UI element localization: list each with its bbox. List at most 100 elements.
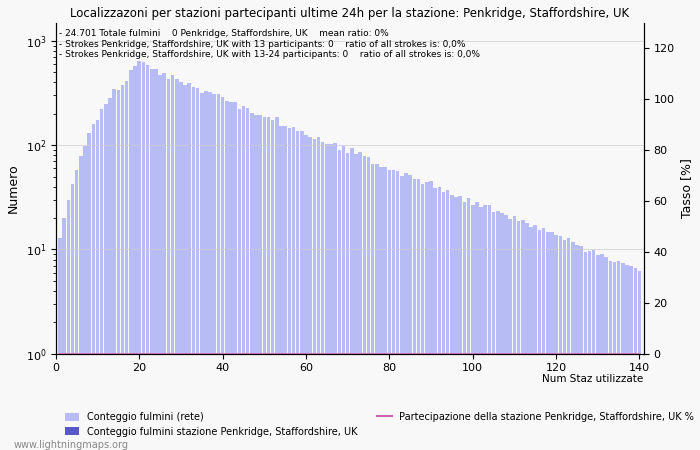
Bar <box>200 94 204 450</box>
Bar <box>425 182 428 450</box>
Bar <box>480 207 483 450</box>
Bar <box>529 227 533 450</box>
Bar <box>117 90 120 450</box>
Bar <box>504 215 508 450</box>
Text: Num Staz utilizzate: Num Staz utilizzate <box>542 374 644 384</box>
Bar <box>517 221 520 450</box>
Bar <box>125 81 129 450</box>
Bar <box>542 228 545 450</box>
Bar <box>400 176 404 450</box>
Bar <box>62 218 66 450</box>
Bar <box>271 120 274 450</box>
Bar <box>262 117 266 450</box>
Bar <box>429 181 433 450</box>
Bar <box>188 83 191 450</box>
Bar <box>100 109 104 450</box>
Bar <box>358 152 362 450</box>
Bar <box>450 195 454 450</box>
Bar <box>88 133 91 450</box>
Bar <box>229 102 232 450</box>
Bar <box>162 73 166 450</box>
Bar <box>321 143 324 450</box>
Bar <box>471 206 475 450</box>
Bar <box>83 146 87 450</box>
Bar <box>158 76 162 450</box>
Bar <box>412 180 416 450</box>
Bar <box>167 79 170 450</box>
Bar <box>246 108 249 450</box>
Bar <box>488 205 491 450</box>
Bar <box>183 85 187 450</box>
Bar <box>241 106 245 450</box>
Bar <box>559 236 562 450</box>
Bar <box>371 164 374 450</box>
Bar <box>617 261 620 450</box>
Bar <box>267 117 270 450</box>
Bar <box>316 137 321 450</box>
Bar <box>580 246 583 450</box>
Bar <box>629 266 633 450</box>
Bar <box>363 156 366 450</box>
Bar <box>458 196 462 450</box>
Bar <box>538 230 541 450</box>
Bar <box>296 131 300 450</box>
Bar <box>325 144 328 450</box>
Bar <box>304 135 308 450</box>
Bar <box>375 164 379 450</box>
Bar <box>492 212 496 450</box>
Bar <box>279 126 283 450</box>
Bar <box>596 354 600 450</box>
Bar <box>604 257 608 450</box>
Bar <box>608 261 612 450</box>
Bar <box>621 263 624 450</box>
Bar <box>220 97 225 450</box>
Bar <box>475 202 479 450</box>
Bar <box>204 91 208 450</box>
Bar <box>438 187 441 450</box>
Bar <box>367 157 370 450</box>
Bar <box>292 126 295 450</box>
Bar <box>171 75 174 450</box>
Bar <box>133 66 136 450</box>
Bar <box>104 104 108 450</box>
Bar <box>484 205 487 450</box>
Bar <box>217 94 220 450</box>
Bar <box>396 171 400 450</box>
Bar <box>575 245 579 450</box>
Bar <box>225 101 228 450</box>
Bar <box>150 69 153 450</box>
Bar <box>625 265 629 450</box>
Bar <box>596 255 600 450</box>
Bar <box>379 166 383 450</box>
Bar <box>342 146 345 450</box>
Bar <box>512 216 516 450</box>
Bar <box>508 219 512 450</box>
Bar <box>258 115 262 450</box>
Bar <box>284 126 287 450</box>
Bar <box>66 200 70 450</box>
Bar <box>567 238 570 450</box>
Bar <box>433 188 437 450</box>
Bar <box>554 235 558 450</box>
Bar <box>638 271 641 450</box>
Bar <box>237 108 241 450</box>
Bar <box>525 223 528 450</box>
Bar <box>442 193 445 450</box>
Bar <box>584 252 587 450</box>
Bar <box>446 190 449 450</box>
Bar <box>75 170 78 450</box>
Bar <box>563 239 566 450</box>
Bar <box>467 198 470 450</box>
Bar <box>350 148 354 450</box>
Bar <box>388 170 391 450</box>
Bar <box>571 242 575 450</box>
Legend: Conteggio fulmini (rete), Conteggio fulmini stazione Penkridge, Staffordshire, U: Conteggio fulmini (rete), Conteggio fulm… <box>61 408 698 441</box>
Bar <box>179 82 183 450</box>
Bar <box>600 254 603 450</box>
Bar <box>96 120 99 450</box>
Bar <box>384 167 387 450</box>
Text: www.lightningmaps.org: www.lightningmaps.org <box>14 440 129 450</box>
Bar <box>634 268 637 450</box>
Bar <box>196 88 200 450</box>
Bar <box>500 213 504 450</box>
